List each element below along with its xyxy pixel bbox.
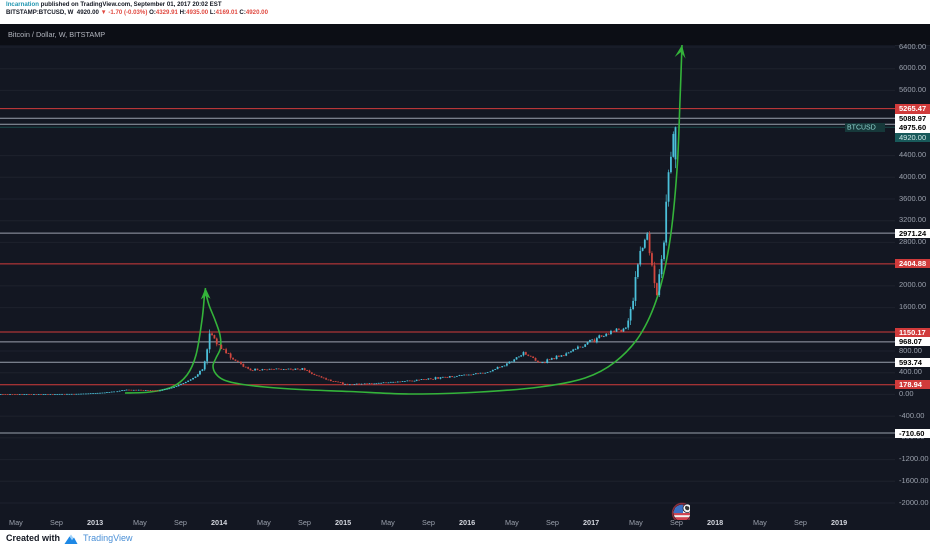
svg-text:BTCUSD: BTCUSD: [847, 125, 876, 132]
